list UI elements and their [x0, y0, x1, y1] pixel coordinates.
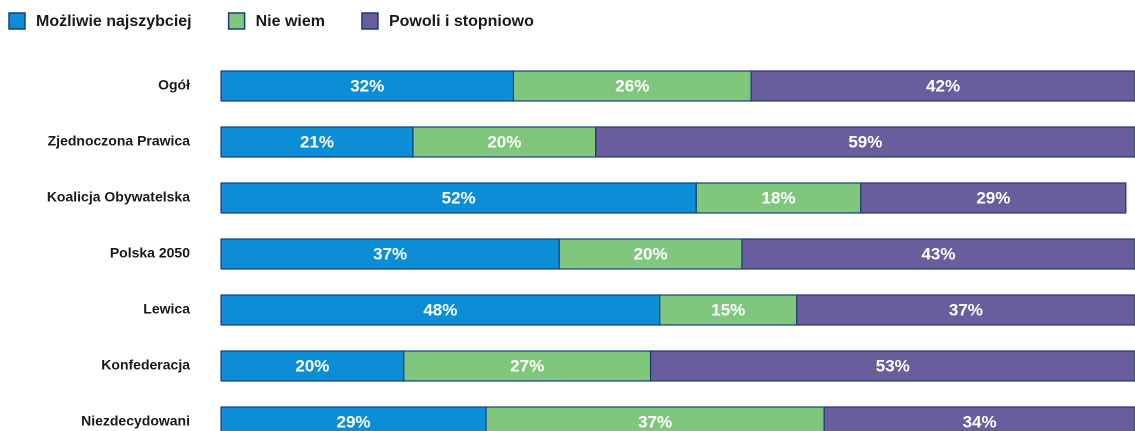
- value-label: 37%: [949, 300, 983, 319]
- bar-segment: [512, 70, 752, 102]
- value-label: 48%: [423, 300, 457, 319]
- value-label: 15%: [711, 300, 745, 319]
- legend-label: Nie wiem: [256, 13, 325, 30]
- value-label: 20%: [487, 132, 521, 151]
- bar-segment: [649, 350, 1135, 382]
- value-label: 18%: [762, 188, 796, 207]
- bar-segment: [695, 182, 862, 214]
- bar-segment: [220, 406, 487, 431]
- value-label: 42%: [926, 76, 960, 95]
- value-label: 37%: [638, 412, 672, 431]
- category-label: Lewica: [143, 301, 190, 317]
- category-label: Polska 2050: [110, 245, 190, 261]
- bar-segment: [220, 350, 405, 382]
- value-label: 32%: [350, 76, 384, 95]
- bar-segment: [595, 126, 1135, 158]
- value-label: 34%: [963, 412, 997, 431]
- category-label: Niezdecydowani: [81, 413, 190, 429]
- bar-segment: [412, 126, 597, 158]
- value-label: 59%: [848, 132, 882, 151]
- value-label: 29%: [976, 188, 1010, 207]
- legend-label: Możliwie najszybciej: [36, 13, 192, 30]
- value-label: 26%: [615, 76, 649, 95]
- legend-swatch: [227, 12, 246, 30]
- value-label: 20%: [634, 244, 668, 263]
- legend-swatch: [361, 12, 379, 30]
- value-label: 20%: [295, 356, 329, 375]
- bar-segment: [220, 70, 515, 102]
- legend-swatch: [8, 12, 26, 30]
- value-label: 52%: [442, 188, 476, 207]
- bar-segment: [220, 126, 414, 158]
- bar-segment: [220, 238, 560, 270]
- legend-label: Powoli i stopniowo: [389, 13, 534, 30]
- value-label: 43%: [921, 244, 955, 263]
- value-label: 21%: [300, 132, 334, 151]
- category-label: Ogół: [158, 77, 190, 93]
- bar-segment: [750, 70, 1135, 102]
- bar-segment: [220, 294, 661, 326]
- category-label: Zjednoczona Prawica: [48, 133, 191, 149]
- bar-segment: [860, 182, 1127, 214]
- value-label: 53%: [876, 356, 910, 375]
- bar-segment: [823, 406, 1135, 431]
- value-label: 27%: [510, 356, 544, 375]
- bar-segment: [403, 350, 652, 382]
- value-label: 29%: [337, 412, 371, 431]
- category-label: Konfederacja: [101, 357, 190, 373]
- category-label: Koalicja Obywatelska: [47, 189, 190, 205]
- bar-segment: [558, 238, 743, 270]
- bar-segment: [796, 294, 1135, 326]
- bar-segment: [659, 294, 798, 326]
- value-label: 37%: [373, 244, 407, 263]
